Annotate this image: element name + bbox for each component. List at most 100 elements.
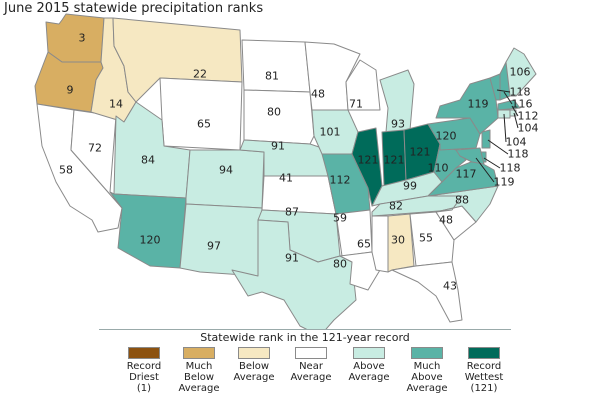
leader-line-vt — [496, 89, 511, 93]
rank-label-wi: 71 — [349, 98, 363, 111]
leader-line-ma — [511, 105, 519, 117]
legend-swatch-below — [238, 347, 270, 359]
legend-item-much-below: Much Below Average — [165, 347, 233, 394]
rank-label-mt: 22 — [193, 68, 207, 81]
state-wy — [159, 77, 243, 151]
rank-label-ne: 91 — [271, 140, 285, 153]
state-tx — [231, 219, 357, 330]
rank-label-ca: 58 — [59, 164, 73, 177]
rank-label-nh: 116 — [512, 98, 533, 111]
legend-swatch-above — [353, 347, 385, 359]
legend-title: Statewide rank in the 121-year record — [200, 331, 410, 344]
rank-label-wa: 3 — [79, 32, 86, 45]
state-wa — [45, 13, 105, 63]
legend-divider — [99, 329, 511, 330]
legend-item-record-wettest: Record Wettest (121) — [450, 347, 518, 394]
rank-label-sc: 48 — [439, 214, 453, 227]
leader-line-de — [483, 157, 501, 169]
state-me — [505, 47, 537, 97]
leader-line-md — [475, 157, 495, 183]
rank-label-vt: 118 — [510, 86, 531, 99]
state-fl — [391, 261, 463, 323]
rank-label-mo: 112 — [330, 174, 351, 187]
legend-label-above: Above Average — [348, 361, 390, 383]
leader-line-nj — [487, 139, 509, 155]
legend-item-much-above: Much Above Average — [393, 347, 461, 394]
rank-label-ct: 104 — [506, 136, 527, 149]
rank-label-az: 120 — [140, 234, 161, 247]
rank-label-nj: 118 — [508, 148, 529, 161]
rank-label-nc: 88 — [455, 194, 469, 207]
legend-swatch-near — [295, 347, 327, 359]
labels-layer: 3 9 58 72 14 22 65 84 120 94 97 81 80 91 41 87 91 48 101 11… — [59, 32, 539, 293]
legend-label-much-above: Much Above Average — [406, 361, 448, 394]
legend-swatch-much-below — [183, 347, 215, 359]
leader-line-ct — [503, 113, 507, 143]
state-ma — [497, 99, 521, 111]
state-ks — [261, 175, 337, 215]
state-nd — [241, 39, 311, 93]
rank-label-in: 121 — [384, 154, 405, 167]
state-ms — [371, 215, 389, 273]
rank-label-ms: 65 — [357, 238, 371, 251]
rank-label-pa: 120 — [436, 130, 457, 143]
rank-label-or: 9 — [67, 84, 74, 97]
legend-label-below: Below Average — [233, 361, 275, 383]
state-az — [109, 191, 187, 269]
state-nm — [179, 203, 263, 277]
legend-swatch-much-above — [411, 347, 443, 359]
rank-label-ia: 101 — [320, 126, 341, 139]
legend-item-record-driest: Record Driest (1) — [110, 347, 178, 394]
rank-label-ri: 104 — [518, 122, 539, 135]
legend-swatch-record-driest — [128, 347, 160, 359]
rank-label-wy: 65 — [197, 118, 211, 131]
rank-label-ar: 59 — [333, 212, 347, 225]
rank-label-tx: 91 — [285, 252, 299, 265]
state-nc — [427, 185, 499, 223]
rank-label-al: 30 — [391, 234, 405, 247]
rank-label-de: 118 — [500, 162, 521, 175]
rank-label-ks: 41 — [279, 172, 293, 185]
rank-label-nv: 72 — [88, 142, 102, 155]
rank-label-md: 119 — [494, 176, 515, 189]
rank-label-il: 121 — [358, 154, 379, 167]
state-ga — [409, 211, 455, 267]
rank-label-wv: 110 — [428, 162, 449, 175]
legend-item-below: Below Average — [220, 347, 288, 383]
rank-label-tn: 82 — [389, 200, 403, 213]
legend-item-near: Near Average — [277, 347, 345, 383]
state-nj — [481, 129, 491, 149]
rank-label-mn: 48 — [311, 88, 325, 101]
rank-label-ut: 84 — [141, 154, 155, 167]
legend-label-much-below: Much Below Average — [178, 361, 220, 394]
state-wi — [345, 59, 381, 111]
rank-label-id: 14 — [109, 98, 123, 111]
rank-label-nd: 81 — [265, 70, 279, 83]
rank-label-la: 80 — [333, 258, 347, 271]
legend-label-record-wettest: Record Wettest (121) — [464, 361, 504, 394]
us-map: 3 9 58 72 14 22 65 84 120 94 97 81 80 91 41 87 91 48 101 11… — [34, 13, 539, 330]
rank-label-me: 106 — [510, 66, 531, 79]
state-sd — [243, 89, 315, 145]
legend-item-above: Above Average — [335, 347, 403, 383]
rank-label-ga: 55 — [419, 232, 433, 245]
legend-swatch-record-wettest — [468, 347, 500, 359]
rank-label-oh: 121 — [410, 146, 431, 159]
rank-label-nm: 97 — [207, 240, 221, 253]
rank-label-fl: 43 — [443, 280, 457, 293]
map-title: June 2015 statewide precipitation ranks — [4, 1, 264, 16]
rank-label-ma: 112 — [518, 110, 539, 123]
rank-label-co: 94 — [219, 164, 233, 177]
legend-label-near: Near Average — [290, 361, 332, 383]
rank-label-ky: 99 — [403, 180, 417, 193]
rank-label-ny: 119 — [468, 98, 489, 111]
leader-line-nh — [503, 91, 513, 105]
rank-label-mi: 93 — [391, 118, 405, 131]
leader-line-ri — [513, 112, 519, 129]
state-co — [185, 149, 265, 209]
rank-label-ok: 87 — [285, 206, 299, 219]
states-layer — [34, 13, 537, 330]
legend-label-record-driest: Record Driest (1) — [126, 361, 162, 394]
rank-label-sd: 80 — [267, 106, 281, 119]
rank-label-va: 117 — [456, 168, 477, 181]
